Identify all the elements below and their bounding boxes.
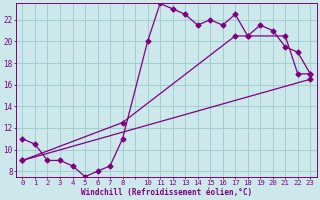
X-axis label: Windchill (Refroidissement éolien,°C): Windchill (Refroidissement éolien,°C) <box>81 188 252 197</box>
